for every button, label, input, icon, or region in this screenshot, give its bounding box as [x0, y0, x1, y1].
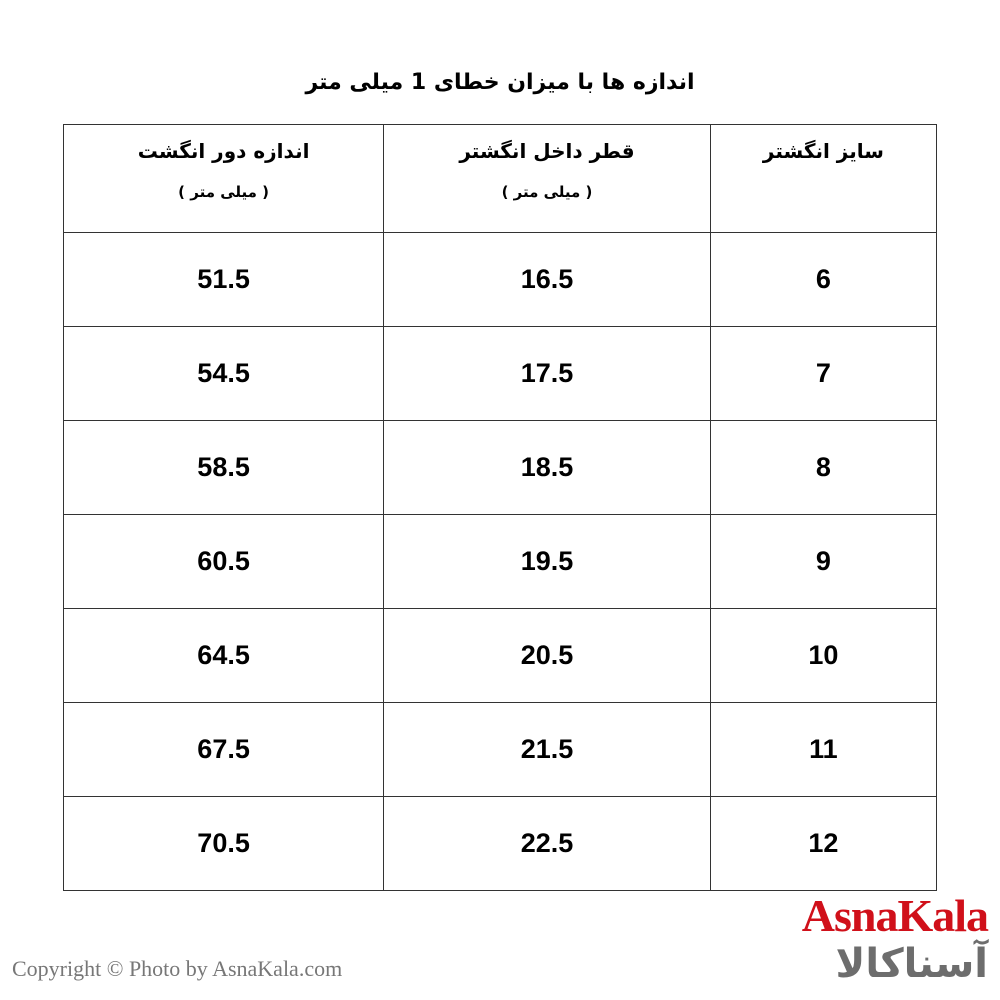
header-ring-size: سایز انگشتر [709, 124, 938, 233]
table-cell: 21.5 [383, 702, 711, 797]
table-row: 7 17.5 54.5 [62, 326, 938, 421]
ring-size-table: سایز انگشتر قطر داخل انگشتر( میلی متر ) … [62, 124, 938, 891]
table-cell: 12 [709, 796, 938, 891]
table-row: 6 16.5 51.5 [62, 232, 938, 327]
table-cell: 22.5 [383, 796, 711, 891]
table-row: 11 21.5 67.5 [62, 702, 938, 797]
table-cell: 10 [709, 608, 938, 703]
asnakala-logo: AsnaKala آسناکالا [801, 890, 989, 987]
table-header-row: سایز انگشتر قطر داخل انگشتر( میلی متر ) … [62, 124, 938, 233]
table-cell: 16.5 [383, 232, 711, 327]
table-row: 12 22.5 70.5 [62, 796, 938, 891]
table-cell: 8 [709, 420, 938, 515]
table-cell: 17.5 [383, 326, 711, 421]
table-row: 10 20.5 64.5 [62, 608, 938, 703]
table-cell: 6 [709, 232, 938, 327]
table-cell: 9 [709, 514, 938, 609]
table-cell: 20.5 [383, 608, 711, 703]
table-cell: 19.5 [383, 514, 711, 609]
table-cell: 64.5 [62, 608, 385, 703]
table-row: 9 19.5 60.5 [62, 514, 938, 609]
table-cell: 11 [709, 702, 938, 797]
table-cell: 54.5 [62, 326, 385, 421]
table-cell: 58.5 [62, 420, 385, 515]
header-inner-diameter: قطر داخل انگشتر( میلی متر ) [383, 124, 711, 233]
table-cell: 51.5 [62, 232, 385, 327]
header-circumference: اندازه دور انگشت( میلی متر ) [62, 124, 385, 233]
table-row: 8 18.5 58.5 [62, 420, 938, 515]
copyright-text: Copyright © Photo by AsnaKala.com [12, 956, 343, 981]
table-cell: 18.5 [383, 420, 711, 515]
table-cell: 60.5 [62, 514, 385, 609]
table-cell: 7 [709, 326, 938, 421]
table-cell: 70.5 [62, 796, 385, 891]
page-title: اندازه ها با میزان خطای 1 میلی متر [305, 70, 695, 95]
table-cell: 67.5 [62, 702, 385, 797]
